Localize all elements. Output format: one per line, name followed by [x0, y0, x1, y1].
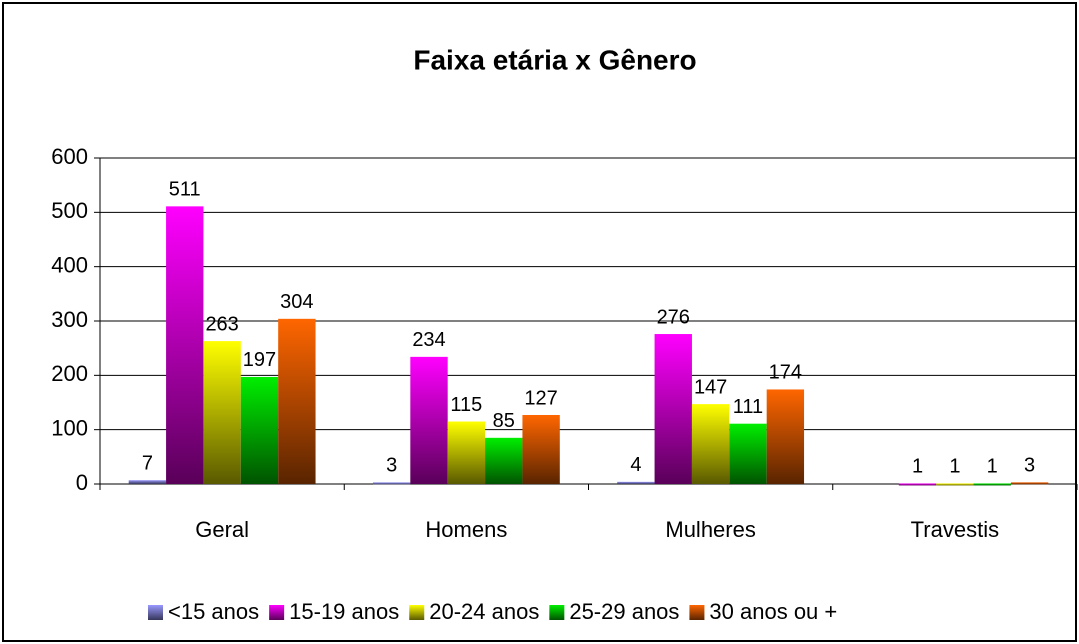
- value-label: 197: [243, 349, 276, 371]
- bar: [766, 389, 805, 484]
- bar: [203, 341, 241, 484]
- value-label: 147: [694, 376, 727, 398]
- bar: [936, 483, 974, 486]
- x-tick-label: Mulheres: [665, 517, 755, 542]
- bar: [240, 376, 279, 484]
- bar: [372, 482, 411, 485]
- value-label: 304: [280, 291, 313, 313]
- legend-swatch: [409, 605, 425, 620]
- bar: [410, 356, 448, 484]
- value-label: 1: [912, 456, 923, 478]
- bar: [691, 404, 730, 484]
- bar: [729, 423, 767, 484]
- value-label: 174: [769, 362, 802, 384]
- y-tick-label: 100: [51, 415, 88, 440]
- legend-swatch: [549, 605, 565, 620]
- value-label: 234: [412, 329, 445, 351]
- legend-swatch: [689, 605, 705, 620]
- value-label: 1: [987, 456, 998, 478]
- value-label: 85: [493, 410, 515, 432]
- bar: [485, 437, 523, 484]
- bar: [128, 480, 167, 484]
- legend-label: 30 anos ou +: [709, 599, 837, 624]
- value-label: 263: [205, 313, 238, 335]
- legend-swatch: [269, 605, 285, 620]
- value-label: 127: [524, 387, 557, 409]
- bar: [973, 483, 1011, 486]
- value-label: 7: [142, 452, 153, 474]
- legend-label: <15 anos: [168, 599, 259, 624]
- value-label: 111: [733, 396, 763, 418]
- value-label: 4: [630, 454, 641, 476]
- y-tick-label: 400: [51, 252, 88, 277]
- legend-label: 25-29 anos: [569, 599, 679, 624]
- value-label: 1: [949, 456, 960, 478]
- value-label: 276: [657, 306, 690, 328]
- bar: [278, 318, 316, 484]
- legend-label: 15-19 anos: [289, 599, 399, 624]
- bar: [522, 414, 560, 484]
- y-tick-label: 600: [51, 144, 88, 169]
- bar: [166, 206, 204, 484]
- y-tick-label: 0: [76, 470, 88, 495]
- x-tick-label: Geral: [195, 517, 249, 542]
- bar: [1010, 482, 1049, 485]
- legend-swatch: [148, 605, 163, 620]
- x-tick-label: Homens: [425, 517, 507, 542]
- y-tick-label: 500: [51, 198, 88, 223]
- bar: [654, 334, 692, 484]
- bar: [447, 421, 486, 484]
- x-tick-label: Travestis: [911, 517, 999, 542]
- value-label: 511: [169, 179, 201, 201]
- y-tick-label: 200: [51, 361, 88, 386]
- y-tick-label: 300: [51, 307, 88, 332]
- bar: [617, 481, 655, 484]
- value-label: 115: [450, 394, 482, 416]
- legend-label: 20-24 anos: [429, 599, 539, 624]
- value-label: 3: [386, 455, 397, 477]
- chart-title: Faixa etária x Gênero: [413, 44, 696, 75]
- bar: [898, 483, 937, 486]
- value-label: 3: [1024, 455, 1035, 477]
